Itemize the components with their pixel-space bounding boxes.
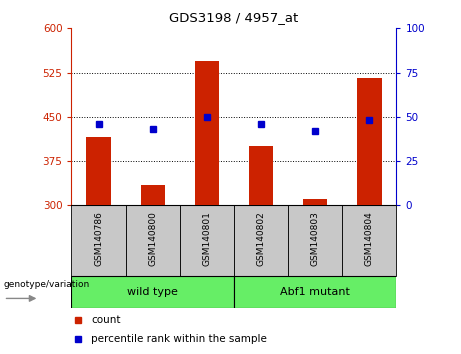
Bar	[234, 205, 288, 276]
Bar	[357, 79, 382, 205]
Text: GSM140804: GSM140804	[365, 211, 374, 266]
Text: percentile rank within the sample: percentile rank within the sample	[91, 333, 267, 344]
Bar	[180, 205, 234, 276]
Bar	[125, 205, 180, 276]
Bar	[195, 61, 219, 205]
Bar	[86, 137, 111, 205]
Bar	[141, 185, 165, 205]
Text: wild type: wild type	[127, 287, 178, 297]
Text: GSM140786: GSM140786	[94, 211, 103, 266]
Text: GSM140801: GSM140801	[202, 211, 212, 266]
Title: GDS3198 / 4957_at: GDS3198 / 4957_at	[169, 11, 299, 24]
Bar	[303, 199, 327, 205]
Bar	[71, 205, 125, 276]
Text: count: count	[91, 315, 120, 325]
Text: Abf1 mutant: Abf1 mutant	[280, 287, 350, 297]
Bar	[249, 146, 273, 205]
Bar	[71, 276, 234, 308]
Text: genotype/variation: genotype/variation	[4, 280, 90, 289]
Bar	[234, 276, 396, 308]
Bar	[288, 205, 342, 276]
Text: GSM140803: GSM140803	[311, 211, 320, 266]
Bar	[342, 205, 396, 276]
Text: GSM140802: GSM140802	[256, 211, 266, 266]
Text: GSM140800: GSM140800	[148, 211, 157, 266]
